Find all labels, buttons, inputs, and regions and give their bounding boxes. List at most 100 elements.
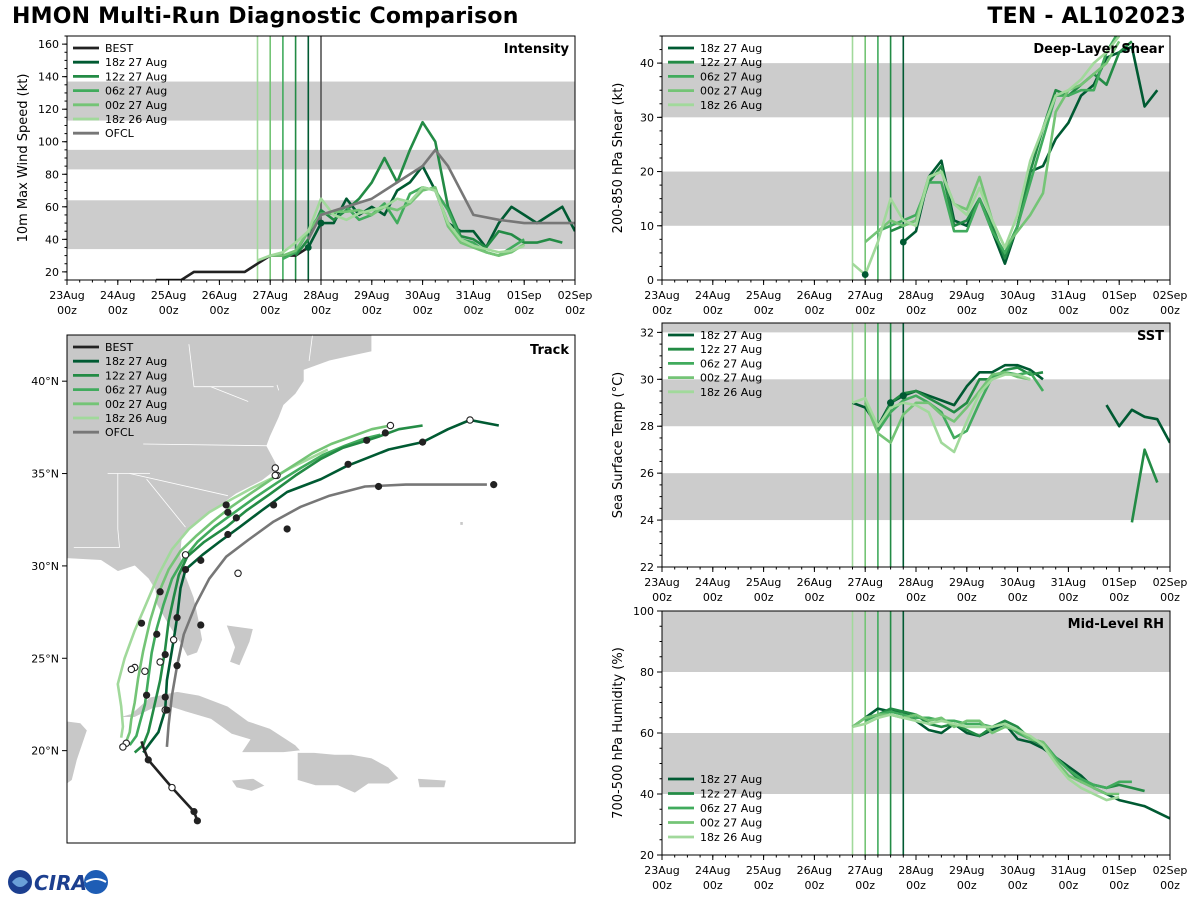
rh-series-18z-26-aug: [852, 713, 1120, 802]
rh-title: Mid-Level RH: [1068, 617, 1164, 632]
map-land-puerto-rico: [417, 777, 447, 788]
rh-xtick-hour: 00z: [1008, 879, 1028, 892]
track-legend-label-12z-27-aug: 12z 27 Aug: [105, 369, 167, 382]
shear-xtick-date: 26Aug: [797, 289, 832, 302]
sst-ytick-label: 26: [640, 467, 654, 480]
rh-band-1: [662, 611, 1170, 672]
sst-xtick-date: 31Aug: [1051, 576, 1086, 589]
rh-xtick-date: 27Aug: [847, 864, 882, 877]
sst-xtick-hour: 00z: [855, 591, 875, 604]
intensity-legend-label-06z-27-aug: 06z 27 Aug: [105, 85, 167, 98]
track-line-12z-27-aug: [133, 424, 423, 754]
rh-ytick-label: 60: [640, 727, 654, 740]
track-legend-label-ofcl: OFCL: [105, 426, 135, 439]
intensity-series-ofcl: [307, 148, 575, 240]
sst-chart: 22 24 26 28 30 32 Sea Surface Temp (°C) 23Aug 00…: [611, 322, 1188, 604]
intensity-marker-1: [317, 219, 325, 227]
intensity-legend-label-ofcl: OFCL: [105, 127, 135, 140]
track-point-filled-18z-27-aug: [181, 566, 190, 574]
intensity-ytick-label: 80: [45, 168, 59, 181]
intensity-xtick-hour: 00z: [159, 304, 179, 317]
shear-legend-label-06z-27-aug: 06z 27 Aug: [700, 70, 762, 83]
track-legend-label-18z-26-aug: 18z 26 Aug: [105, 412, 167, 425]
shear-xtick-date: 29Aug: [949, 289, 984, 302]
track-point-filled-06z-27-aug: [224, 508, 232, 516]
track-point-filled-12z-27-aug: [232, 514, 240, 522]
shear-legend-label-18z-26-aug: 18z 26 Aug: [700, 99, 762, 112]
track-legend-label-best: BEST: [105, 341, 133, 354]
intensity-series-12z-27-aug: [294, 120, 563, 257]
track-lat-label: 20°N: [31, 745, 59, 758]
map-land-yucatan: [67, 720, 88, 785]
shear-marker-1: [899, 238, 907, 246]
shear-xtick-hour: 00z: [703, 304, 723, 317]
sst-xtick-date: 23Aug: [644, 576, 679, 589]
track-legend-label-06z-27-aug: 06z 27 Aug: [105, 384, 167, 397]
rh-xtick-hour: 00z: [1109, 879, 1129, 892]
rh-xtick-hour: 00z: [754, 879, 774, 892]
shear-legend-label-00z-27-aug: 00z 27 Aug: [700, 85, 762, 98]
intensity-ytick-label: 120: [38, 103, 59, 116]
shear-xtick-date: 31Aug: [1051, 289, 1086, 302]
intensity-xtick-date: 30Aug: [405, 289, 440, 302]
shear-marker-0: [861, 271, 869, 278]
rh-xtick-hour: 00z: [906, 879, 926, 892]
track-lat-axis: 20°N 25°N 30°N 35°N 40°N: [31, 375, 67, 758]
sst-ylabel: Sea Surface Temp (°C): [611, 372, 626, 519]
shear-xtick-date: 28Aug: [898, 289, 933, 302]
sst-legend-label-06z-27-aug: 06z 27 Aug: [700, 357, 762, 370]
track-line-ofcl: [165, 483, 487, 747]
track-line-best: [140, 741, 199, 822]
intensity-series-best: [155, 246, 309, 280]
shear-xtick-date: 01Sep: [1102, 289, 1137, 302]
track-point-open-18z-26-aug: [119, 743, 127, 751]
shear-ytick-label: 30: [640, 111, 654, 124]
shear-xtick-date: 27Aug: [847, 289, 882, 302]
rh-xtick-hour: 00z: [703, 879, 723, 892]
intensity-series-00z-27-aug: [270, 186, 525, 257]
sst-ytick-label: 28: [640, 420, 654, 433]
rh-xtick-date: 24Aug: [695, 864, 730, 877]
sst-legend-label-18z-27-aug: 18z 27 Aug: [700, 329, 762, 342]
sst-init-lines: [851, 323, 905, 567]
cira-logo: CIRA: [8, 870, 108, 895]
intensity-xtick-hour: 00z: [210, 304, 230, 317]
track-point-open-00z-27-aug: [271, 471, 280, 480]
sst-band-0: [662, 473, 1170, 521]
track-point-filled-12z-27-aug: [163, 706, 171, 714]
intensity-xtick-date: 29Aug: [354, 289, 389, 302]
intensity-ytick-label: 20: [45, 266, 59, 279]
intensity-legend-label-18z-26-aug: 18z 26 Aug: [105, 113, 167, 126]
track-line-06z-27-aug: [128, 433, 381, 746]
intensity-legend-label-18z-27-aug: 18z 27 Aug: [105, 56, 167, 69]
intensity-xtick-hour: 00z: [464, 304, 484, 317]
shear-series: [851, 36, 1159, 276]
track-point-filled-ofcl: [197, 621, 205, 629]
track-point-filled-ofcl: [374, 482, 383, 491]
track-point-filled-18z-27-aug: [344, 460, 352, 468]
track-point-open-18z-27-aug: [169, 636, 178, 644]
track-series: [116, 416, 500, 825]
shear-ylabel: 200-850 hPa Shear (kt): [611, 83, 626, 234]
intensity-ytick-label: 160: [38, 38, 59, 51]
rh-xtick-date: 02Sep: [1153, 864, 1188, 877]
sst-xtick-hour: 00z: [1109, 591, 1129, 604]
track-point-filled-ofcl: [173, 662, 181, 670]
rh-xtick-hour: 00z: [652, 879, 672, 892]
page-title: HMON Multi-Run Diagnostic Comparison: [12, 4, 519, 29]
track-lat-label: 30°N: [31, 560, 59, 573]
track-point-filled-00z-27-aug: [156, 588, 164, 596]
intensity-xtick-hour: 00z: [260, 304, 280, 317]
sst-xtick-date: 02Sep: [1153, 576, 1188, 589]
track-point-filled-12z-27-aug: [381, 429, 389, 437]
intensity-xtick-hour: 00z: [413, 304, 433, 317]
intensity-xtick-date: 26Aug: [202, 289, 237, 302]
shear-xtick-date: 24Aug: [695, 289, 730, 302]
sst-ytick-label: 30: [640, 373, 654, 386]
shear-y-axis: 0 10 20 30 40 200-850 hPa Shear (kt): [611, 35, 662, 287]
shear-xtick-hour: 00z: [754, 304, 774, 317]
rh-xtick-hour: 00z: [1059, 879, 1079, 892]
intensity-chart: 20 40 60 80 100 120 140 160 10m Max Wind Speed (…: [16, 35, 592, 317]
